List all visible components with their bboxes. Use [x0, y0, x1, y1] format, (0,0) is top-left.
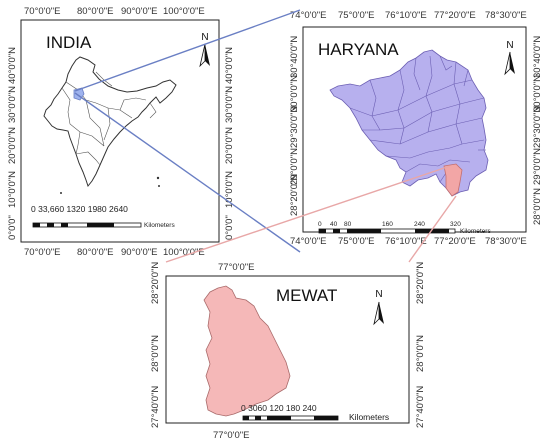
haryana-scale-num: 320: [450, 221, 461, 228]
haryana-top-tick: 78°30'0"E: [485, 10, 527, 21]
haryana-scale-bar: [318, 228, 456, 234]
india-scale-bar: [32, 222, 142, 228]
haryana-bottom-tick: 77°20'0"E: [434, 236, 476, 247]
haryana-mewat-connector: [408, 195, 457, 263]
india-top-tick: 100°0'0"E: [163, 6, 205, 17]
haryana-scale-unit: Kilometers: [460, 228, 491, 235]
haryana-scale-num: 0: [318, 221, 322, 228]
haryana-mewat-connector: [165, 165, 451, 263]
mewat-bottom-tick: 77°0'0"E: [213, 430, 249, 441]
india-right-tick: 0°0'0": [224, 215, 235, 240]
india-bottom-tick: 70°0'0"E: [24, 247, 60, 258]
island: [60, 192, 62, 194]
india-top-tick: 80°0'0"E: [77, 6, 113, 17]
haryana-scale-num: 240: [414, 221, 425, 228]
haryana-left-tick: 28°20'0"N: [289, 174, 300, 216]
haryana-top-tick: 76°10'0"E: [385, 10, 427, 21]
mewat-panel: 77°0'0"E 77°0'0"E 28°20'0"N 28°0'0"N 27°…: [150, 262, 426, 441]
india-left-tick: 30°0'0"N: [7, 86, 18, 123]
india-right-tick: 20°0'0"N: [224, 127, 235, 164]
connector-lines: [74, 9, 457, 263]
haryana-right-tick: 30°40'0"N: [532, 36, 543, 78]
haryana-right-tick: 29°0'0"N: [532, 148, 543, 185]
haryana-title: HARYANA: [318, 40, 399, 59]
india-north-label: N: [201, 32, 208, 43]
haryana-top-tick: 77°20'0"E: [434, 10, 476, 21]
haryana-right-tick: 30°0'0"N: [532, 75, 543, 112]
india-top-tick: 90°0'0"E: [121, 6, 157, 17]
mewat-title: MEWAT: [276, 286, 337, 305]
haryana-right-tick: 28°0'0"N: [532, 188, 543, 225]
india-north-arrow-icon: N: [199, 32, 210, 68]
haryana-right-tick: 29°30'0"N: [532, 106, 543, 148]
haryana-panel: 74°0'0"E 75°0'0"E 76°10'0"E 77°20'0"E 78…: [289, 10, 543, 247]
india-state-borders: [61, 71, 157, 166]
india-left-tick: 0°0'0": [7, 215, 18, 240]
india-title: INDIA: [46, 33, 92, 52]
india-left-tick: 20°0'0"N: [7, 127, 18, 164]
haryana-bottom-tick: 76°10'0"E: [385, 236, 427, 247]
india-top-tick: 70°0'0"E: [24, 6, 60, 17]
haryana-left-tick: 29°30'0"N: [289, 106, 300, 148]
island: [158, 185, 160, 187]
mewat-right-tick: 27°40'0"N: [415, 386, 426, 428]
mewat-right-tick: 28°20'0"N: [415, 262, 426, 304]
mewat-left-tick: 28°0'0"N: [150, 335, 161, 372]
india-scale-unit: Kilometers: [144, 222, 175, 229]
india-panel: 70°0'0"E 80°0'0"E 90°0'0"E 100°0'0"E 70°…: [7, 6, 235, 258]
india-bottom-tick: 80°0'0"E: [77, 247, 113, 258]
haryana-bottom-tick: 78°30'0"E: [485, 236, 527, 247]
haryana-left-tick: 30°40'0"N: [289, 36, 300, 78]
haryana-bottom-tick: 74°0'0"E: [290, 236, 326, 247]
india-right-tick: 10°0'0"N: [224, 171, 235, 208]
haryana-north-arrow-icon: N: [504, 40, 515, 76]
india-haryana-connector: [74, 92, 301, 253]
mewat-north-arrow-icon: N: [373, 289, 384, 326]
india-scale-numbers: 0 33,660 1320 1980 2640: [31, 204, 128, 214]
mewat-scale-bar: [242, 415, 339, 421]
india-left-tick: 40°0'0"N: [7, 47, 18, 84]
india-right-tick: 30°0'0"N: [224, 86, 235, 123]
island: [156, 176, 160, 180]
india-right-tick: 40°0'0"N: [224, 47, 235, 84]
mewat-left-tick: 27°40'0"N: [150, 386, 161, 428]
haryana-top-tick: 74°0'0"E: [290, 10, 326, 21]
mewat-top-tick: 77°0'0"E: [218, 262, 254, 273]
india-bottom-tick: 90°0'0"E: [121, 247, 157, 258]
haryana-top-tick: 75°0'0"E: [338, 10, 374, 21]
haryana-north-label: N: [506, 40, 513, 51]
india-left-tick: 10°0'0"N: [7, 171, 18, 208]
haryana-scale-num: 80: [344, 221, 352, 228]
india-haryana-connector: [74, 9, 301, 92]
haryana-bottom-tick: 75°0'0"E: [338, 236, 374, 247]
haryana-mewat-highlight: [443, 163, 463, 197]
haryana-scale-num: 40: [330, 221, 338, 228]
haryana-left-tick: 29°0'0"N: [289, 148, 300, 185]
mewat-right-tick: 28°0'0"N: [415, 335, 426, 372]
mewat-scale-unit: Kilometers: [349, 412, 389, 422]
mewat-north-label: N: [375, 289, 382, 300]
mewat-left-tick: 28°20'0"N: [150, 262, 161, 304]
haryana-scale-num: 160: [382, 221, 393, 228]
india-bottom-tick: 100°0'0"E: [163, 247, 205, 258]
mewat-outline: [203, 285, 291, 417]
mewat-scale-numbers: 0 3060 120 180 240: [241, 403, 317, 413]
haryana-left-tick: 30°0'0"N: [289, 75, 300, 112]
